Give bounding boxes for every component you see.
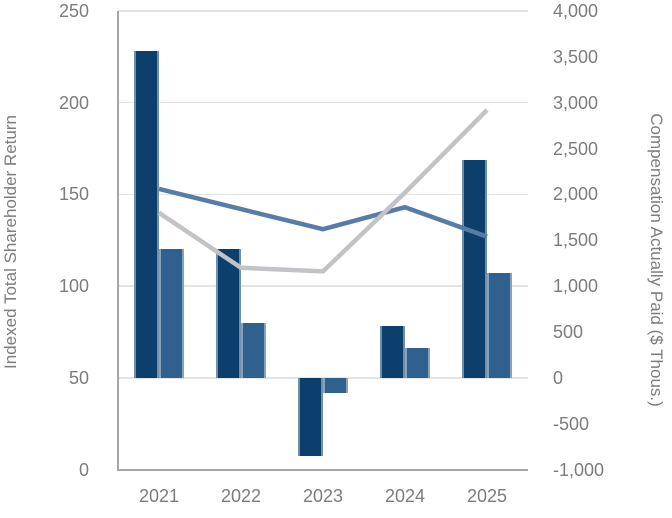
x-axis-tick-2023: 2023	[302, 485, 344, 506]
y-axis-line	[116, 11, 119, 471]
left-axis-tick-200: 200	[58, 92, 89, 113]
bars-medium-blue-2024	[405, 348, 430, 378]
bars-dark-blue-2022	[216, 248, 241, 378]
bars-dark-blue-2024	[380, 325, 405, 378]
left-axis-tick-0: 0	[78, 459, 89, 480]
bars-dark-blue-2025	[462, 160, 487, 378]
left-axis-tick-250: 250	[58, 1, 89, 21]
left-axis-tick-50: 50	[68, 367, 89, 388]
left-axis-tick-100: 100	[58, 276, 89, 297]
right-axis-tick-2,000: 2,000	[553, 184, 599, 205]
bars-medium-blue-2021	[159, 248, 184, 378]
bars-dark-blue-2023	[298, 377, 323, 456]
right-axis-tick-3,000: 3,000	[553, 92, 599, 113]
bars-medium-blue-2023	[323, 377, 348, 394]
right-axis-tick-3,500: 3,500	[553, 46, 599, 67]
line-blue	[158, 186, 488, 239]
x-axis-tick-2024: 2024	[384, 485, 426, 506]
right-axis-tick-1,000: 1,000	[553, 276, 599, 297]
gridline	[118, 285, 528, 287]
x-axis-tick-2021: 2021	[138, 485, 180, 506]
gridline	[118, 10, 528, 12]
gridline	[118, 101, 528, 104]
right-axis-title: Compensation Actually Paid ($ Thous.)	[647, 113, 666, 407]
right-axis-tick-500: 500	[553, 321, 584, 342]
right-axis-tick-4,000: 4,000	[553, 1, 599, 21]
x-axis-tick-2022: 2022	[220, 485, 262, 506]
line-gray	[157, 108, 489, 274]
x-axis-line	[116, 469, 528, 471]
left-axis-tick-150: 150	[58, 184, 89, 205]
bars-medium-blue-2025	[487, 273, 512, 378]
left-axis-title: Indexed Total Shareholder Return	[1, 115, 20, 369]
right-axis-tick-2,500: 2,500	[553, 138, 599, 159]
right-axis-tick--1,000: -1,000	[553, 459, 605, 480]
right-axis-tick-1,500: 1,500	[553, 230, 599, 251]
bars-dark-blue-2021	[134, 51, 159, 378]
right-axis-tick-0: 0	[553, 367, 564, 388]
x-axis-tick-2025: 2025	[466, 485, 508, 506]
right-axis-tick--500: -500	[553, 413, 590, 434]
bars-medium-blue-2022	[241, 322, 266, 378]
